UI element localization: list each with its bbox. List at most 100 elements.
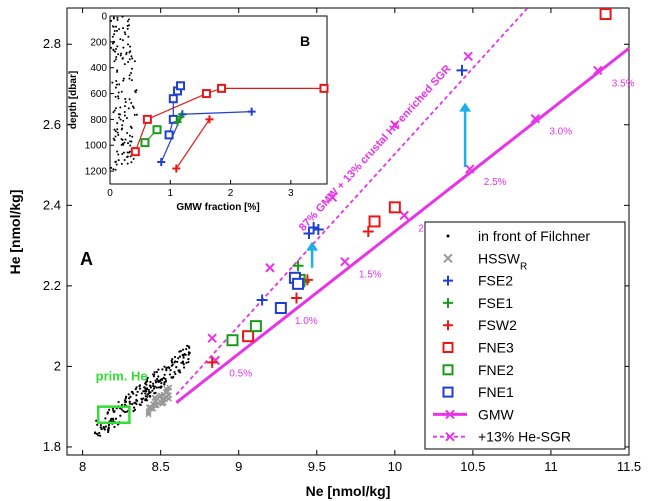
y-tick-label: 1.8 [43,439,61,454]
hesgr-tick-marker [207,333,217,343]
filchner-point [136,390,139,393]
filchner-point [146,376,149,380]
panel-label-a: A [80,249,93,269]
filchner-point [148,390,151,393]
filchner-point [125,410,128,413]
inset-point-fne3 [319,83,329,93]
hssw-point [145,411,152,418]
inset-profile-point [131,57,134,60]
hesgr-line [175,7,529,396]
fne3-point [368,215,381,228]
inset-point-fne3 [201,89,211,99]
filchner-point [145,390,148,393]
gmw-tick-marker [530,114,541,124]
filchner-point [148,394,152,398]
filchner-point [106,412,109,415]
inset-profile-point [126,162,129,165]
inset-profile-point [127,107,130,110]
inset-profile-point [116,69,119,72]
filchner-point [123,410,127,414]
inset-profile-point [117,53,120,56]
filchner-point [94,432,97,435]
inset-profile-point [115,79,118,82]
filchner-point [149,384,152,387]
filchner-point [155,377,159,381]
inset-profile-point [114,130,117,133]
filchner-point [153,392,156,395]
inset-profile-point [120,52,123,55]
filchner-point [134,388,137,391]
filchner-point [98,431,101,435]
inset-profile-point [111,42,114,45]
gmw-tick-marker [465,164,475,174]
legend-label-filchner: in front of Filchner [478,228,590,244]
inset-profile-point [116,16,119,19]
inset-x-tick-label: 0 [107,188,113,199]
inset-profile-point [123,31,126,34]
fne2-point [226,334,239,347]
filchner-point [155,370,158,374]
x-tick-label: 10 [388,459,402,474]
main-y-axis-label: He [nmol/kg] [7,190,23,275]
hssw-point [157,398,164,405]
filchner-point [131,403,134,406]
filchner-point [153,385,156,388]
filchner-point [178,370,181,373]
inset-profile-point [117,91,120,94]
inset-profile-point [126,132,129,135]
filchner-point [182,356,185,359]
filchner-point [95,432,99,435]
inset-profile-point [115,163,118,166]
inset-profile-point [130,55,133,58]
inset-profile-point [122,119,125,122]
inset-profile-point [127,35,130,38]
inset-profile-point [113,41,116,44]
filchner-point [180,361,183,364]
inset-point-fne3 [142,114,152,124]
inset-profile-point [128,58,131,61]
inset-profile-point [126,20,129,23]
inset-y-tick-label: 200 [90,37,107,48]
legend-marker-gmw [445,409,455,420]
filchner-point [147,388,150,391]
filchner-point [140,397,143,400]
y-tick-label: 2.4 [43,197,61,212]
filchner-point [172,375,175,378]
y-tick-label: 2.8 [43,36,61,51]
inset-point-fne3 [217,83,227,93]
filchner-point [159,386,162,389]
filchner-point [100,428,103,431]
inset-point-fne1 [168,94,178,104]
filchner-point [119,414,122,417]
arrow-head [459,102,472,112]
fne2-point [249,320,262,333]
inset-y-tick-label: 400 [90,63,107,74]
inset-point-fne2 [152,125,162,135]
inset-profile-point [115,83,118,86]
filchner-point [187,357,190,361]
filchner-point [163,383,166,386]
inset-point-fse2 [247,107,256,116]
inset-profile-point [119,106,122,109]
filchner-point [144,392,147,395]
inset-profile-point [121,39,124,42]
hesgr-tick-marker [265,263,275,273]
inset-profile-point [112,16,115,19]
gmw-tick-marker [593,65,603,76]
inset-profile-point [113,60,116,63]
filchner-point [187,360,190,364]
filchner-point [185,361,188,364]
filchner-point [154,379,157,382]
inset-profile-point [130,79,133,82]
inset-profile-point [123,114,126,117]
filchner-point [187,353,190,356]
inset-profile-point [112,111,115,114]
filchner-point [140,401,144,404]
inset-profile-point [119,113,122,116]
inset-profile-point [114,168,117,171]
inset-profile [110,15,138,171]
filchner-point [182,366,186,369]
inset-profile-point [113,128,116,131]
inset-profile-point [113,139,116,142]
